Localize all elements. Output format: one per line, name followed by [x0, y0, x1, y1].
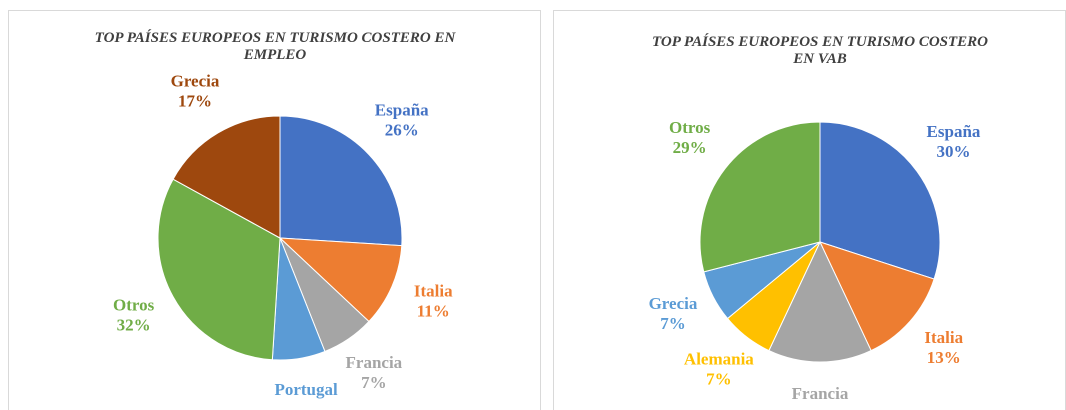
- slice-value: 29%: [673, 138, 707, 157]
- pie-slice: [699, 121, 821, 273]
- slice-value: 7%: [361, 373, 387, 392]
- slice-value: 7%: [293, 400, 319, 401]
- slice-label: Italia 13%: [924, 328, 963, 367]
- slice-value: 26%: [385, 121, 419, 140]
- chart-title: TOP PAÍSES EUROPEOS EN TURISMO COSTERO E…: [94, 30, 456, 63]
- slice-name: España: [927, 122, 981, 141]
- slice-name: Otros: [669, 118, 711, 137]
- pie-slice: [279, 115, 403, 247]
- chart-title: TOP PAÍSES EUROPEOS EN TURISMO COSTERO E…: [651, 34, 989, 67]
- slice-label: España 30%: [927, 122, 981, 161]
- pie-slice: [819, 121, 941, 280]
- slice-label: Alemania 7%: [684, 349, 754, 388]
- pie-slice: [278, 237, 403, 323]
- slice-value: 7%: [706, 369, 732, 388]
- slice-value: 11%: [417, 301, 450, 320]
- slice-label: Otros 32%: [113, 295, 155, 334]
- slice-name: Alemania: [684, 349, 754, 368]
- slice-label: Grecia 7%: [649, 294, 698, 333]
- slice-label: Otros 29%: [669, 118, 711, 157]
- slice-label: Francia 7%: [346, 353, 403, 392]
- slice-name: Portugal: [274, 380, 338, 399]
- slice-value: 13%: [927, 348, 961, 367]
- pie-slice: [157, 178, 281, 361]
- pie-slice: [768, 240, 872, 363]
- slice-name: Otros: [113, 295, 155, 314]
- charts: España26%Italia11%Francia7%Portugal7%Otr…: [113, 71, 981, 401]
- slice-label: Francia14%: [792, 384, 849, 401]
- chart-panel: [8, 10, 541, 410]
- slice-label: España 26%: [375, 101, 429, 140]
- slice-label: Italia 11%: [414, 281, 453, 320]
- slice-name: Italia: [414, 281, 453, 300]
- pie-slice: [819, 241, 935, 352]
- slice-name: Francia: [346, 353, 403, 372]
- slice-value: 17%: [178, 91, 212, 110]
- pie-slice: [172, 115, 281, 239]
- slice-name: Italia: [924, 328, 963, 347]
- slice-name: Grecia: [649, 294, 698, 313]
- slice-label: Portugal7%: [274, 380, 338, 401]
- slice-name: Grecia: [171, 71, 220, 90]
- slice-value: 30%: [936, 142, 970, 161]
- slice-value: 7%: [660, 314, 686, 333]
- slice-label: Grecia 17%: [171, 71, 220, 110]
- slice-value: 32%: [117, 315, 151, 334]
- slice-name: Francia: [792, 384, 849, 401]
- page: TOP PAÍSES EUROPEOS EN TURISMO COSTERO E…: [8, 10, 1066, 410]
- slice-name: España: [375, 101, 429, 120]
